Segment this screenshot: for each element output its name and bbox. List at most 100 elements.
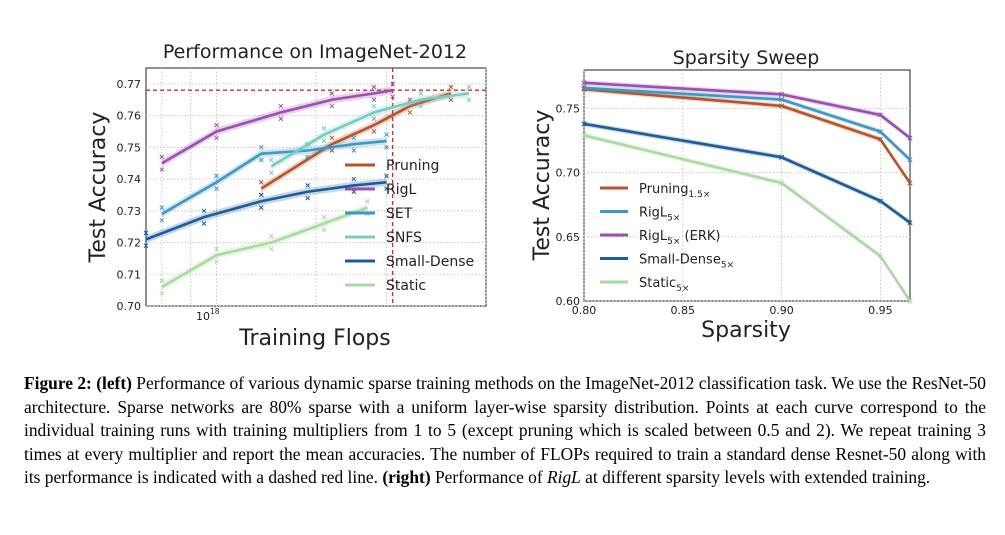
left-series-marker — [466, 84, 472, 90]
left-series-marker — [143, 230, 149, 236]
right-series-line — [583, 134, 912, 302]
right-series-line — [583, 86, 911, 161]
figure: Performance on ImageNet-2012 0.700.710.7… — [86, 41, 913, 351]
left-series-marker — [268, 246, 274, 252]
left-y-tick-label: 0.77 — [117, 78, 142, 91]
left-series-marker — [258, 205, 264, 210]
left-series-marker — [159, 205, 165, 210]
right-series-marker — [877, 112, 883, 118]
left-series-marker — [305, 154, 311, 160]
left-y-axis-label: Test Accuracy — [86, 112, 111, 264]
left-series-marker — [384, 144, 389, 150]
left-series-marker — [305, 195, 311, 201]
left-series-marker — [329, 135, 335, 141]
left-series-marker — [371, 84, 377, 90]
left-series-marker — [214, 259, 219, 264]
left-series-line — [161, 206, 368, 289]
right-chart-title: Sparsity Sweep — [673, 47, 820, 69]
right-y-tick-label: 0.60 — [556, 295, 581, 308]
left-x-axis-label: Training Flops — [238, 326, 390, 351]
left-series-marker — [201, 208, 207, 214]
right-series-static — [581, 132, 913, 304]
right-y-tick-label: 0.70 — [556, 167, 581, 180]
left-series — [143, 81, 472, 296]
right-series-marker — [778, 103, 785, 109]
left-series-rigl — [159, 81, 395, 172]
right-series-marker — [907, 180, 913, 186]
right-grid — [583, 70, 910, 302]
right-series-marker — [778, 154, 785, 160]
right-x-tick-label: 0.90 — [769, 304, 794, 317]
left-series-marker — [351, 176, 357, 182]
left-series-marker — [321, 214, 327, 220]
right-legend-label: Static5× — [639, 276, 689, 294]
left-series-line — [161, 139, 387, 216]
right-ticks: 0.60 0.65 0.70 0.75 0.80 0.85 0.90 0.95 — [556, 103, 893, 318]
right-series-small_dense — [581, 121, 913, 226]
right-x-tick-label: 0.80 — [572, 304, 597, 317]
left-grid — [146, 68, 487, 307]
left-series-marker — [258, 192, 264, 198]
left-y-tick-label: 0.70 — [117, 300, 142, 313]
right-x-tick-label: 0.85 — [671, 304, 696, 317]
right-series-line — [583, 122, 911, 224]
right-series-marker — [581, 85, 587, 91]
left-series-band — [271, 89, 470, 171]
caption-text-left: Performance of various dynamic sparse tr… — [24, 373, 986, 488]
left-series-marker — [329, 103, 335, 109]
right-x-axis-label: Sparsity — [701, 318, 791, 343]
left-series-marker — [329, 91, 335, 96]
left-series-marker — [418, 91, 424, 96]
left-series-line — [260, 92, 452, 190]
right-legend-label: RigL5× (ERK) — [639, 229, 720, 247]
dense-reference-lines — [146, 68, 486, 306]
right-series-marker — [877, 253, 883, 259]
caption-text-right-a: Performance of — [430, 467, 547, 488]
right-chart: Sparsity Sweep 0.600.650.700.750.80 0.85 0… — [530, 47, 913, 343]
left-series-marker — [258, 157, 264, 163]
left-chart: Performance on ImageNet-2012 0.700.710.7… — [86, 41, 487, 351]
right-series-marker — [907, 157, 913, 163]
left-series-marker — [268, 170, 274, 176]
right-series-marker — [778, 91, 785, 97]
left-series-marker — [351, 135, 357, 141]
caption-rigl: RigL — [547, 467, 581, 488]
left-y-tick-label: 0.71 — [117, 268, 142, 281]
right-x-tick-label: 0.95 — [868, 304, 893, 317]
left-series-static — [159, 198, 370, 296]
left-series-marker — [466, 97, 472, 103]
left-y-tick-label: 0.72 — [117, 237, 142, 250]
right-series-marker — [877, 198, 883, 204]
left-series-marker — [384, 132, 389, 137]
right-series-pruning — [581, 86, 913, 186]
left-series-marker — [258, 144, 264, 150]
left-series-small_dense — [143, 173, 389, 249]
left-series-marker — [407, 110, 413, 115]
left-x-tick-exponent: 18 — [210, 307, 220, 316]
left-series-marker — [371, 97, 377, 103]
left-series-marker — [214, 186, 219, 191]
right-series-marker — [907, 220, 913, 226]
left-x-tick: 10 18 — [196, 307, 220, 323]
left-series-marker — [351, 148, 357, 153]
left-series-marker — [159, 217, 165, 223]
left-series-marker — [159, 290, 165, 296]
right-legend-label: RigL5× — [639, 206, 680, 224]
left-y-ticks: 0.70 0.71 0.72 0.73 0.74 0.75 0.76 0.77 — [117, 78, 142, 313]
left-series-marker — [390, 94, 395, 99]
right-y-tick-label: 0.75 — [556, 103, 581, 116]
left-y-tick-label: 0.73 — [117, 205, 142, 218]
left-series-marker — [159, 167, 165, 172]
caption-text-right-b: at different sparsity levels with extend… — [580, 467, 931, 488]
left-series-marker — [214, 246, 219, 252]
right-series-marker — [581, 121, 587, 127]
left-y-tick-label: 0.74 — [117, 173, 142, 186]
right-series-marker — [581, 80, 587, 86]
left-series-marker — [214, 135, 219, 141]
right-series-marker — [877, 136, 883, 142]
right-series-line — [583, 81, 911, 140]
left-series-marker — [214, 173, 219, 179]
left-series-marker — [371, 103, 377, 109]
right-series-marker — [877, 129, 883, 135]
right-series — [581, 80, 913, 304]
